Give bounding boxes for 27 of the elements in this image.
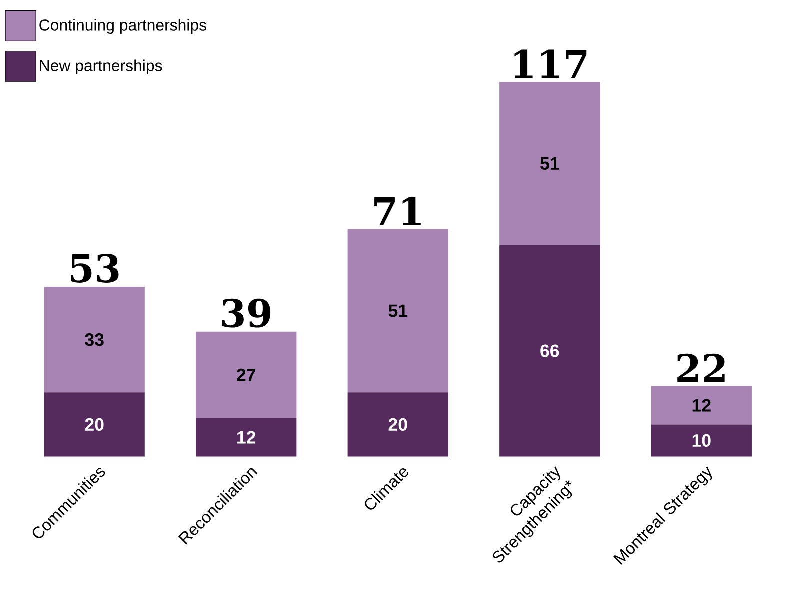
bar [651, 386, 752, 425]
data-label: 33 [85, 333, 104, 346]
total-label: 53 [71, 254, 119, 283]
bar [196, 332, 297, 418]
data-label: 27 [237, 368, 256, 382]
bar [500, 245, 600, 457]
data-label: 51 [540, 157, 560, 170]
data-label: 12 [238, 431, 256, 444]
data-label: 51 [388, 304, 408, 318]
bar [348, 392, 448, 457]
total-label: 39 [222, 298, 271, 328]
bar [348, 229, 448, 393]
total-label: 117 [514, 50, 587, 78]
bar [196, 418, 297, 457]
bar [44, 392, 145, 457]
data-label: 20 [388, 418, 408, 431]
data-label: 20 [85, 418, 104, 431]
legend-label: Continuing partnerships [40, 19, 206, 34]
legend-label: New partnerships [40, 60, 162, 74]
data-label: 66 [540, 344, 560, 358]
total-label: 71 [374, 196, 421, 226]
data-label: 12 [692, 399, 711, 412]
bar [44, 286, 145, 393]
data-label: 10 [692, 434, 711, 447]
bar [500, 82, 600, 246]
total-label: 22 [678, 354, 725, 382]
bar [651, 424, 752, 457]
